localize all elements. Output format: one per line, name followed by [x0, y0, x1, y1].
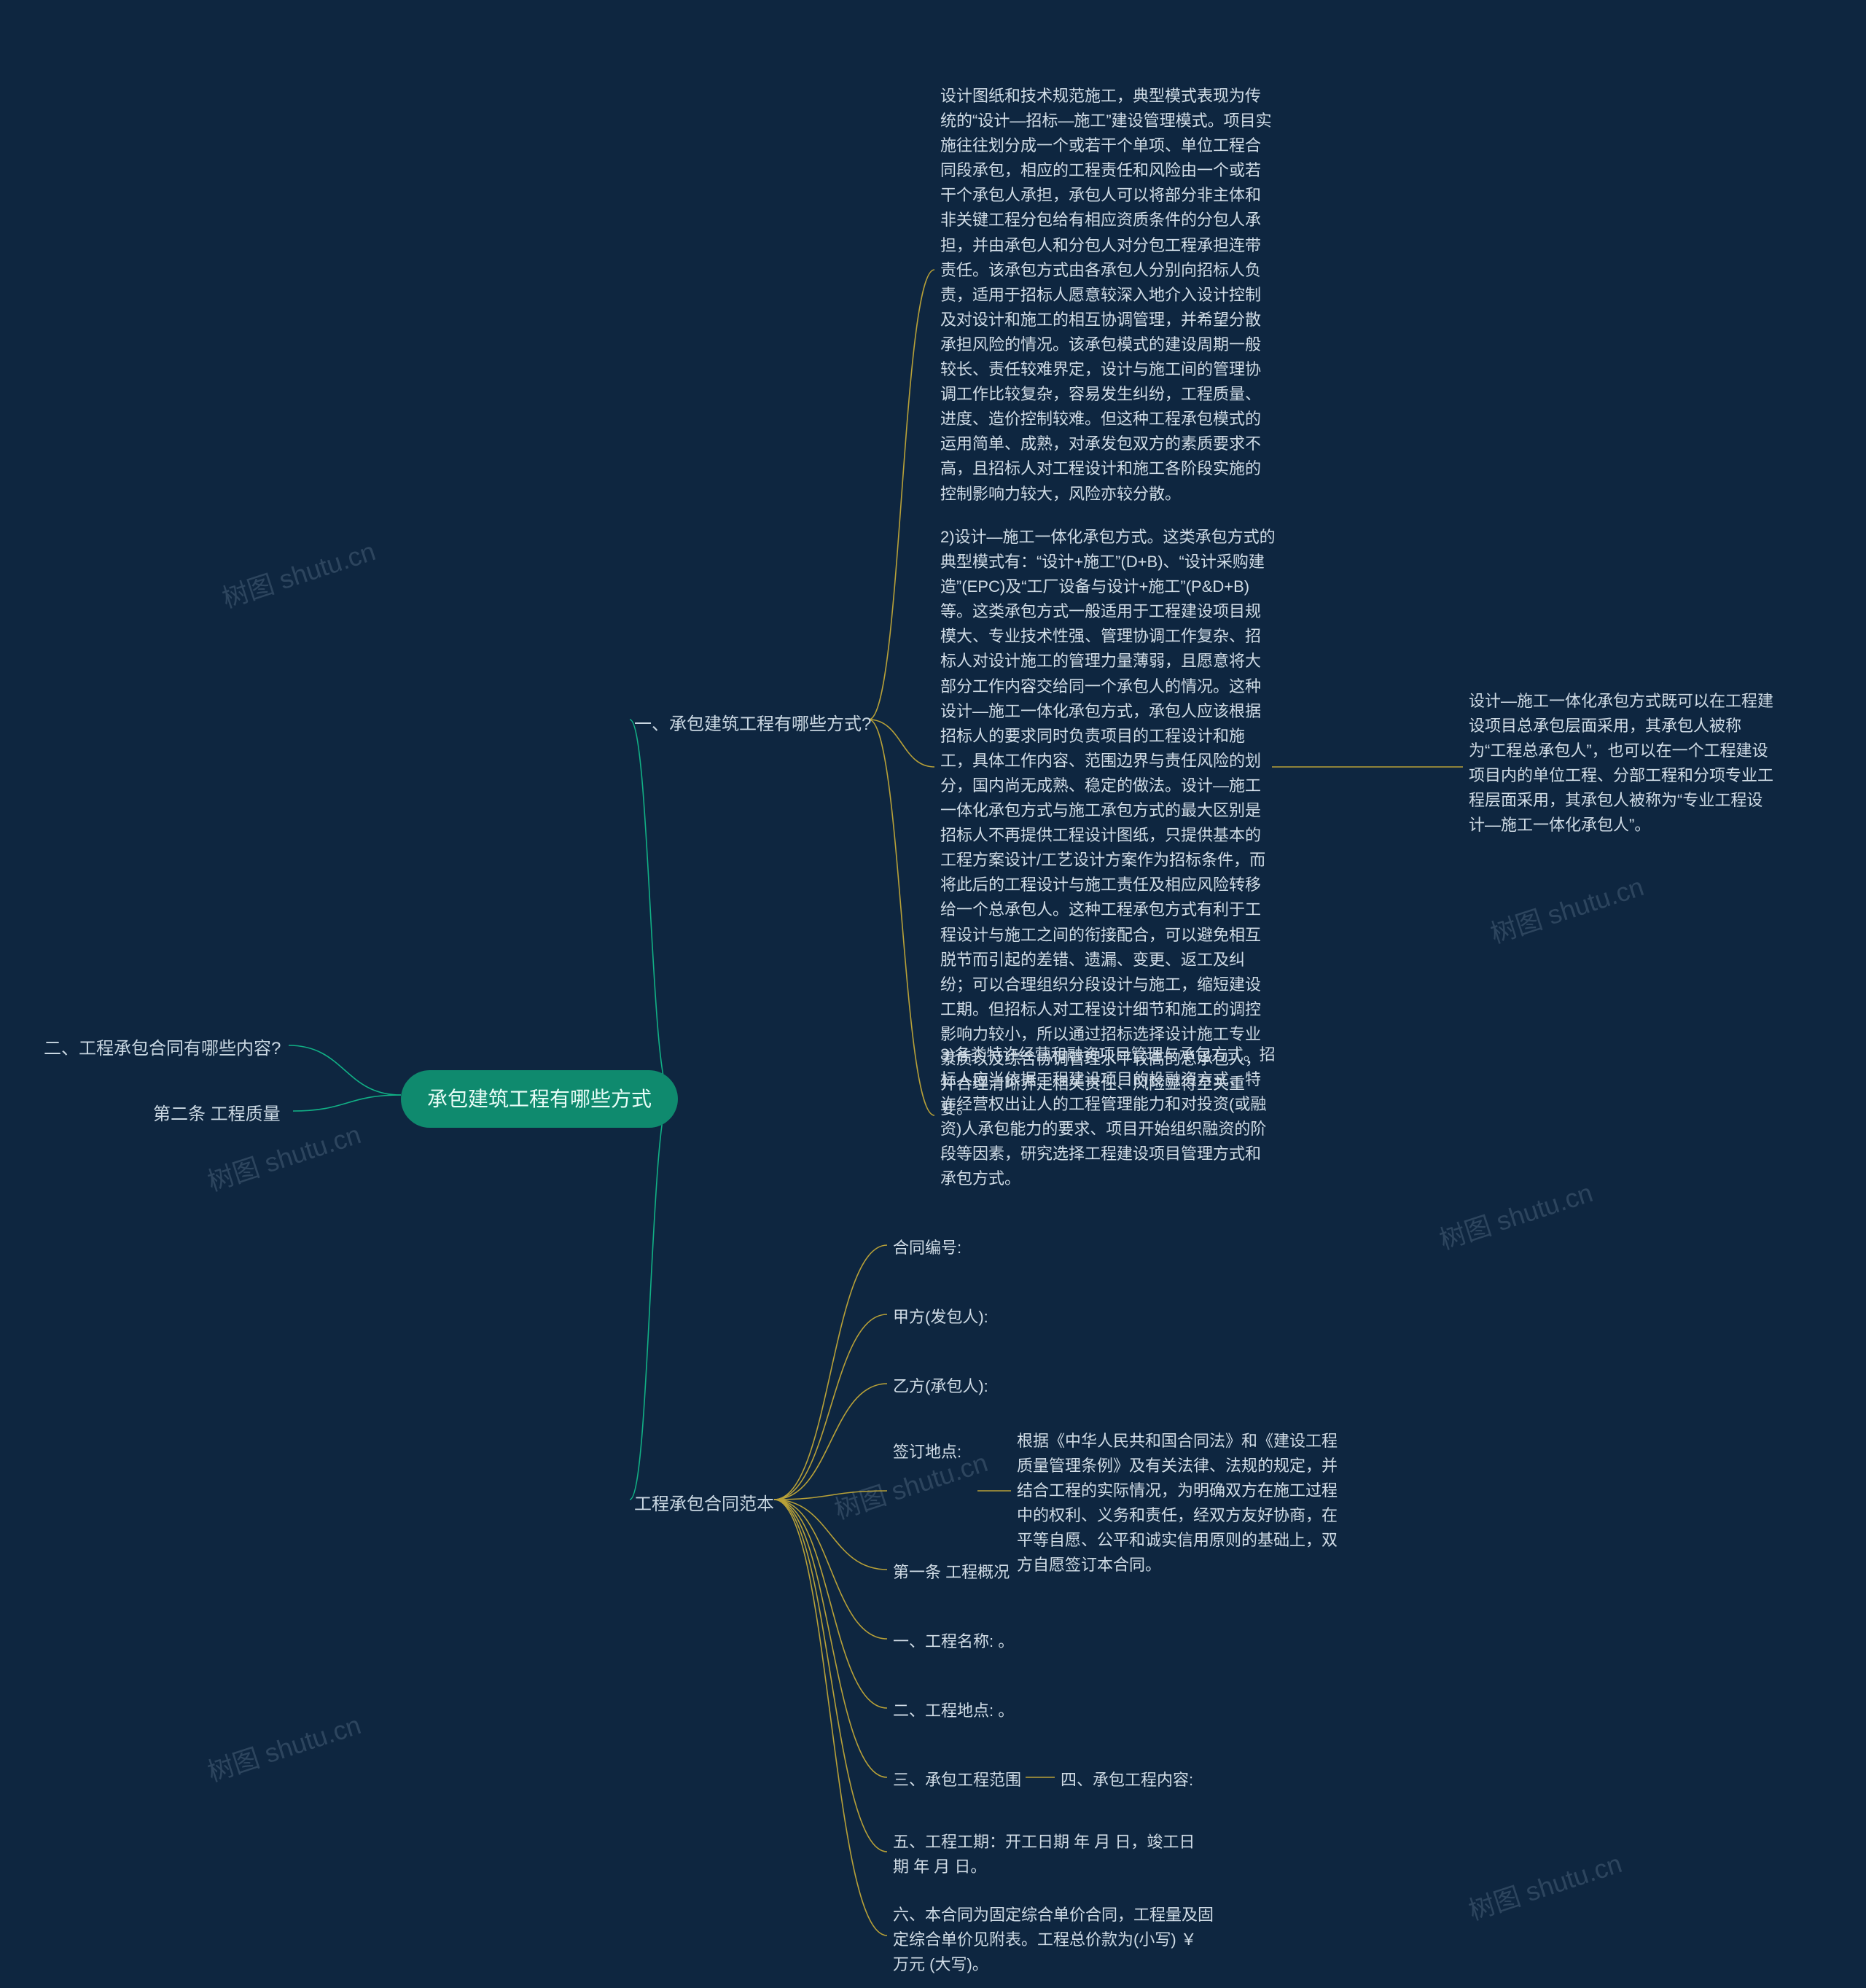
b2-child-item: 甲方(发包人):	[893, 1305, 988, 1330]
root-node: 承包建筑工程有哪些方式	[401, 1070, 678, 1128]
b1-child-block: 2)设计—施工一体化承包方式。这类承包方式的典型模式有：“设计+施工”(D+B)…	[940, 525, 1276, 1121]
watermark: 树图 shutu.cn	[1485, 866, 1647, 951]
b2-grandchild-item: 根据《中华人民共和国合同法》和《建设工程质量管理条例》及有关法律、法规的规定，并…	[1017, 1429, 1338, 1578]
b2-child-item: 五、工程工期：开工日期 年 月 日，竣工日期 年 月 日。	[893, 1830, 1199, 1879]
b1-child-block: 设计图纸和技术规范施工，典型模式表现为传统的“设计—招标—施工”建设管理模式。项…	[940, 84, 1276, 507]
watermark: 树图 shutu.cn	[1434, 1172, 1596, 1258]
b2-child-item: 六、本合同为固定综合单价合同，工程量及固定综合单价见附表。工程总价款为(小写) …	[893, 1903, 1214, 1977]
b2-child-item: 第一条 工程概况	[893, 1560, 1010, 1585]
connector-layer	[0, 0, 1866, 1988]
b2-child-item: 一、工程名称: 。	[893, 1629, 1014, 1654]
b1-child-block: 3)各类特许经营和融资项目管理与承包方式。招标人应当依据工程建设项目的投融资方式…	[940, 1042, 1276, 1192]
b2-child-item: 合同编号:	[893, 1236, 961, 1260]
b2-child-item: 三、承包工程范围	[893, 1768, 1021, 1793]
watermark: 树图 shutu.cn	[1463, 1843, 1625, 1928]
b1-grandchild-block: 设计—施工一体化承包方式既可以在工程建设项目总承包层面采用，其承包人被称为“工程…	[1469, 689, 1775, 838]
left-branch-label: 第二条 工程质量	[153, 1101, 281, 1128]
watermark: 树图 shutu.cn	[202, 1704, 364, 1790]
b2-child-item: 二、工程地点: 。	[893, 1699, 1014, 1723]
right-main-branch: 工程承包合同范本	[634, 1491, 774, 1518]
left-branch-label: 二、工程承包合同有哪些内容?	[44, 1035, 281, 1062]
b2-child-item: 签订地点:	[893, 1440, 961, 1465]
watermark: 树图 shutu.cn	[216, 531, 379, 616]
right-main-branch: 一、承包建筑工程有哪些方式?	[634, 711, 871, 738]
b2-grandchild-item: 四、承包工程内容:	[1061, 1768, 1193, 1793]
b2-child-item: 乙方(承包人):	[893, 1374, 988, 1399]
